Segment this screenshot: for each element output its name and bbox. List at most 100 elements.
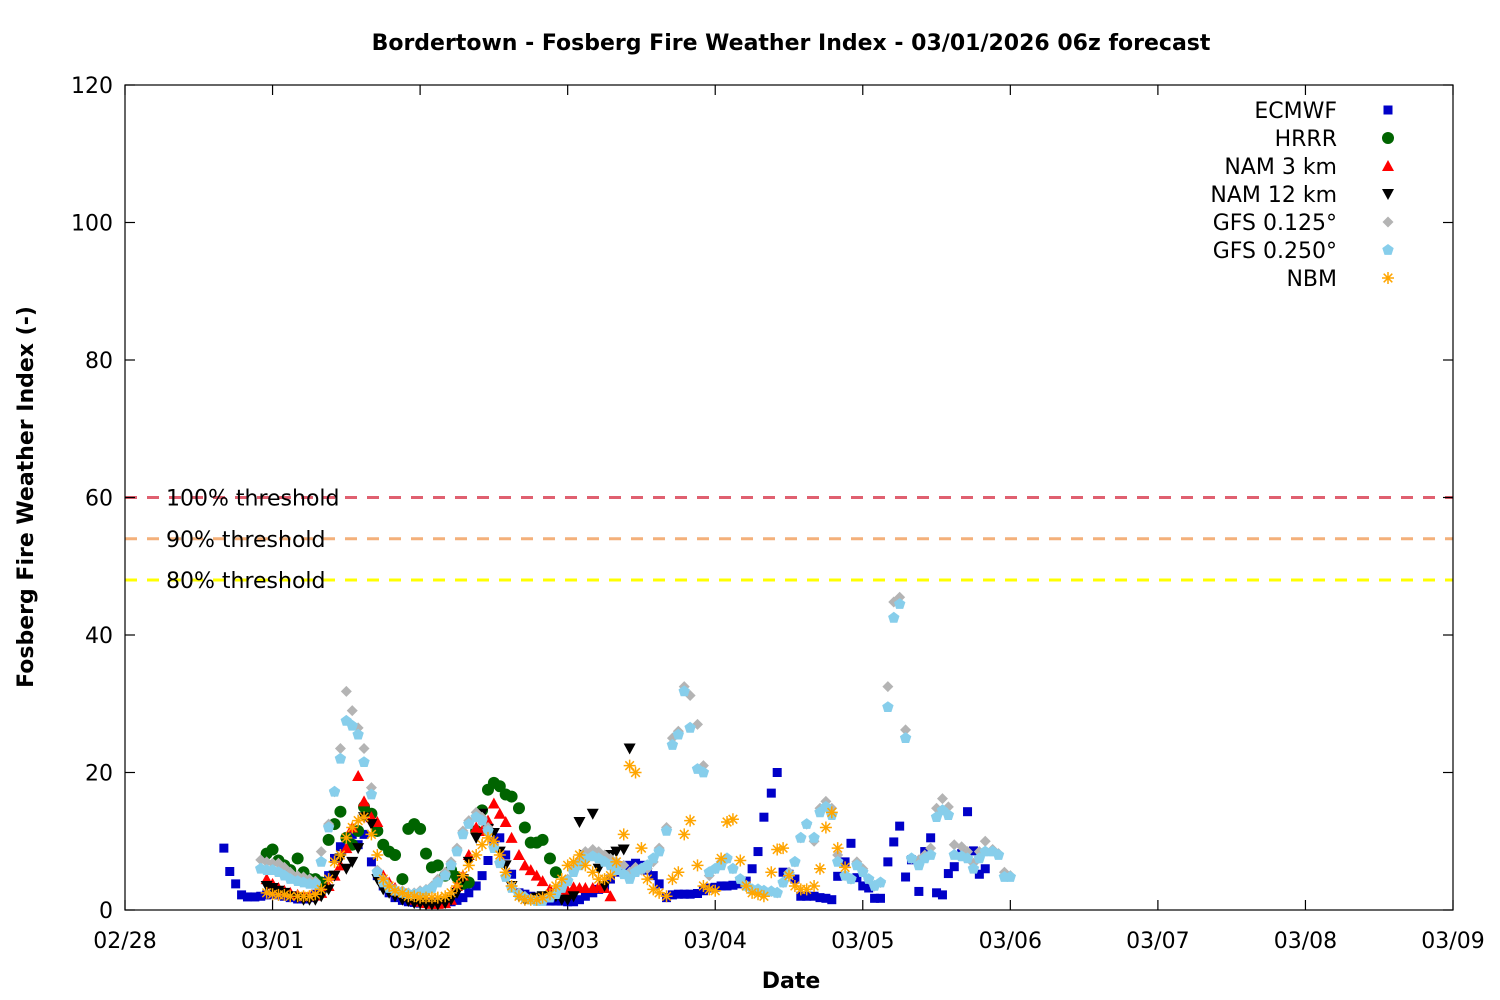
data-point [715, 852, 728, 865]
data-point [340, 831, 353, 844]
legend-label: HRRR [1275, 127, 1337, 152]
data-point [734, 873, 746, 884]
x-tick-label: 03/09 [1421, 929, 1484, 954]
data-point [653, 845, 665, 857]
data-point [536, 875, 549, 887]
data-point [219, 843, 229, 853]
data-point [882, 701, 894, 712]
data-point [573, 817, 586, 828]
legend-label: NAM 3 km [1224, 155, 1337, 180]
data-point [821, 893, 831, 903]
data-point [561, 894, 574, 906]
threshold-lines: 100% threshold 90% threshold 80% threshold [125, 487, 1453, 594]
data-point [562, 875, 574, 886]
legend: ECMWF HRRR NAM 3 km NAM 12 km GFS 0.125° GFS … [1210, 99, 1394, 292]
data-point [905, 852, 918, 864]
data-point [926, 833, 936, 843]
y-tick-label: 120 [71, 74, 113, 99]
data-point [852, 873, 862, 883]
data-point [635, 842, 648, 855]
legend-marker [1382, 216, 1394, 228]
data-point [408, 890, 421, 903]
data-point [414, 822, 427, 835]
data-point [335, 842, 345, 852]
x-tick-label: 03/03 [536, 929, 599, 954]
legend-marker [1382, 189, 1394, 200]
x-tick-label: 03/04 [684, 929, 747, 954]
data-point [610, 855, 623, 868]
data-point [693, 889, 703, 898]
data-point [709, 884, 722, 897]
data-point [967, 862, 980, 874]
x-tick-label: 03/08 [1274, 929, 1337, 954]
data-point [352, 769, 365, 781]
data-point [889, 837, 899, 847]
data-point [660, 824, 673, 836]
data-point [322, 884, 335, 896]
data-point [463, 818, 475, 829]
data-point [925, 842, 937, 854]
data-point [561, 859, 574, 872]
data-point [666, 873, 679, 886]
data-point [864, 883, 874, 893]
data-point [942, 809, 955, 820]
data-point [439, 890, 452, 903]
data-point [530, 869, 543, 881]
data-point [586, 866, 599, 879]
data-point [894, 598, 906, 609]
data-point [808, 879, 821, 892]
data-point [371, 849, 384, 861]
legend-label: ECMWF [1254, 99, 1337, 124]
data-point [365, 782, 377, 794]
data-point [284, 890, 297, 903]
data-point [495, 833, 505, 843]
data-point [328, 785, 341, 797]
data-point [346, 705, 358, 717]
data-point [483, 856, 493, 865]
data-point [771, 886, 783, 898]
data-point [728, 880, 738, 890]
legend-label: GFS 0.125° [1213, 211, 1337, 236]
data-point [790, 874, 800, 884]
data-point [580, 891, 590, 901]
data-point [759, 812, 769, 822]
data-point [726, 813, 739, 826]
data-point [507, 869, 517, 879]
y-axis-label: Fosberg Fire Weather Index (-) [14, 306, 39, 688]
data-point [452, 895, 462, 905]
y-tick-label: 100 [71, 212, 113, 237]
data-point [567, 855, 580, 868]
y-tick-label: 40 [85, 624, 113, 649]
data-point [315, 883, 328, 896]
data-point [789, 855, 801, 867]
data-point [697, 879, 710, 892]
data-point [574, 895, 584, 905]
data-point [936, 793, 948, 805]
data-point [772, 768, 782, 777]
data-point [346, 856, 359, 868]
data-point [445, 859, 457, 871]
data-point [937, 890, 947, 900]
data-point [334, 742, 346, 754]
data-point [451, 879, 463, 892]
data-point [617, 828, 630, 841]
legend-label: GFS 0.250° [1213, 239, 1337, 264]
data-point [883, 857, 893, 867]
data-point [291, 852, 304, 865]
data-point [512, 890, 525, 903]
data-point [579, 859, 592, 872]
data-point [278, 888, 291, 901]
x-tick-label: 03/05 [831, 929, 894, 954]
data-point [753, 847, 763, 857]
legend-label: NBM [1286, 267, 1337, 292]
data-point [825, 806, 838, 819]
data-point [943, 869, 953, 879]
data-point [740, 879, 753, 892]
data-point [505, 790, 518, 803]
data-point [672, 866, 685, 879]
data-point [266, 843, 279, 856]
data-point [431, 859, 444, 872]
data-point [267, 857, 279, 869]
data-point [493, 849, 506, 861]
